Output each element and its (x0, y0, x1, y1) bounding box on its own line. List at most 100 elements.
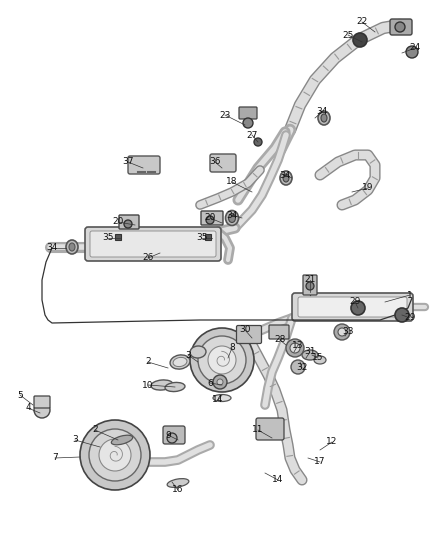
Circle shape (208, 346, 236, 374)
Text: 4: 4 (25, 403, 31, 413)
Ellipse shape (173, 358, 187, 367)
Text: 34: 34 (226, 211, 238, 220)
Circle shape (254, 138, 262, 146)
FancyBboxPatch shape (292, 293, 413, 321)
Ellipse shape (213, 394, 231, 401)
Text: 37: 37 (122, 157, 134, 166)
Text: 31: 31 (304, 348, 316, 357)
FancyBboxPatch shape (34, 396, 50, 408)
FancyBboxPatch shape (85, 227, 221, 261)
Circle shape (206, 216, 214, 224)
Text: 33: 33 (342, 327, 354, 336)
Ellipse shape (190, 346, 206, 358)
Ellipse shape (321, 114, 327, 122)
Text: 30: 30 (239, 326, 251, 335)
Ellipse shape (111, 435, 133, 445)
FancyBboxPatch shape (256, 418, 284, 440)
Bar (205, 234, 211, 240)
Circle shape (290, 343, 300, 353)
Ellipse shape (302, 350, 318, 360)
Text: 3: 3 (185, 351, 191, 359)
Text: 34: 34 (279, 171, 291, 180)
Text: 12: 12 (326, 438, 338, 447)
Text: 14: 14 (212, 395, 224, 405)
Circle shape (306, 282, 314, 290)
Ellipse shape (229, 214, 236, 222)
FancyBboxPatch shape (239, 107, 257, 119)
Bar (115, 234, 121, 240)
Ellipse shape (170, 355, 190, 369)
Text: 8: 8 (229, 343, 235, 352)
FancyBboxPatch shape (128, 156, 160, 174)
Circle shape (395, 308, 409, 322)
Circle shape (167, 433, 177, 443)
Text: 14: 14 (272, 475, 284, 484)
Text: 16: 16 (172, 486, 184, 495)
Circle shape (34, 402, 50, 418)
Text: 3: 3 (72, 435, 78, 445)
Text: 19: 19 (362, 183, 374, 192)
Text: 22: 22 (357, 18, 367, 27)
Text: 6: 6 (207, 378, 213, 387)
Ellipse shape (167, 479, 189, 487)
Text: 25: 25 (343, 30, 354, 39)
Text: 18: 18 (226, 177, 238, 187)
Text: 34: 34 (46, 244, 58, 253)
Circle shape (351, 301, 365, 315)
Text: 11: 11 (252, 425, 264, 434)
FancyBboxPatch shape (269, 325, 289, 339)
Text: 21: 21 (304, 276, 316, 285)
Ellipse shape (280, 171, 292, 185)
Text: 20: 20 (112, 217, 124, 227)
Circle shape (353, 33, 367, 47)
Text: 29: 29 (350, 297, 360, 306)
Circle shape (286, 339, 304, 357)
Ellipse shape (66, 240, 78, 254)
Text: 2: 2 (92, 425, 98, 434)
Ellipse shape (226, 211, 239, 225)
Text: 36: 36 (209, 157, 221, 166)
Ellipse shape (283, 174, 289, 182)
FancyBboxPatch shape (303, 275, 317, 295)
FancyBboxPatch shape (90, 231, 216, 257)
Text: 20: 20 (204, 214, 215, 222)
Ellipse shape (318, 111, 330, 125)
FancyBboxPatch shape (237, 326, 261, 343)
Ellipse shape (151, 380, 173, 390)
FancyBboxPatch shape (390, 19, 412, 35)
Text: 5: 5 (17, 391, 23, 400)
Text: 24: 24 (410, 44, 420, 52)
Text: 13: 13 (292, 341, 304, 350)
Circle shape (80, 420, 150, 490)
Ellipse shape (69, 243, 75, 251)
FancyBboxPatch shape (298, 297, 407, 317)
Circle shape (243, 118, 253, 128)
FancyBboxPatch shape (163, 426, 185, 444)
Text: 32: 32 (297, 364, 307, 373)
Text: 17: 17 (314, 457, 326, 466)
Ellipse shape (165, 383, 185, 392)
Circle shape (124, 220, 132, 228)
Circle shape (198, 336, 246, 384)
Text: 28: 28 (274, 335, 286, 344)
Text: 35: 35 (196, 233, 208, 243)
Circle shape (217, 379, 223, 385)
Text: 26: 26 (142, 254, 154, 262)
Text: 7: 7 (52, 454, 58, 463)
Text: 15: 15 (312, 353, 324, 362)
Circle shape (334, 324, 350, 340)
Circle shape (213, 375, 227, 389)
Circle shape (406, 46, 418, 58)
Text: 10: 10 (142, 381, 154, 390)
Text: 1: 1 (407, 290, 413, 300)
FancyBboxPatch shape (210, 154, 236, 172)
Text: 35: 35 (102, 233, 114, 243)
Circle shape (395, 22, 405, 32)
Circle shape (338, 328, 346, 336)
Circle shape (99, 439, 131, 471)
Text: 27: 27 (246, 131, 258, 140)
Circle shape (89, 429, 141, 481)
FancyBboxPatch shape (201, 211, 223, 225)
Text: 34: 34 (316, 108, 328, 117)
Text: 23: 23 (219, 110, 231, 119)
